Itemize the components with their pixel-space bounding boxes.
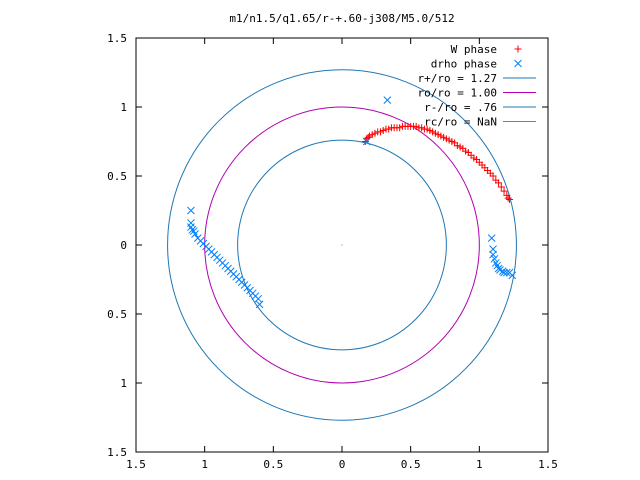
drho-phase-point <box>500 268 508 277</box>
drho-phase-point <box>502 268 511 277</box>
legend-label: W phase <box>451 43 497 56</box>
drho-phase-point <box>489 245 497 253</box>
w-phase-points <box>361 122 514 203</box>
legend-marker <box>514 45 522 53</box>
origin-dot <box>341 244 343 246</box>
w-phase-point <box>504 194 512 202</box>
w-phase-point <box>497 183 505 191</box>
x-tick-label: 1 <box>476 458 483 471</box>
circle-r- <box>237 139 447 351</box>
legend-label: drho phase <box>431 58 497 71</box>
drho-phase-point <box>487 234 496 242</box>
y-tick-label: 1 <box>120 377 127 390</box>
legend-label: r+/ro = 1.27 <box>418 72 497 85</box>
legend-label: rc/ro = NaN <box>424 116 497 129</box>
w-phase-point <box>495 179 503 187</box>
drho-phase-point <box>191 230 199 238</box>
y-tick-label: 0.5 <box>107 170 127 183</box>
drho-phase-point <box>362 137 371 146</box>
x-tick-label: 1.5 <box>538 458 558 471</box>
drho-phase-point <box>508 271 517 280</box>
y-tick-label: 0.5 <box>107 308 127 321</box>
drho-phase-point <box>490 254 499 263</box>
drho-phase-point <box>254 294 263 303</box>
legend-label: r-/ro = .76 <box>424 101 497 114</box>
drho-phase-point <box>255 300 264 309</box>
circle-r- <box>167 69 517 421</box>
x-tick-label: 1.5 <box>126 458 146 471</box>
drho-phase-point <box>187 223 195 231</box>
legend-marker <box>514 59 522 68</box>
y-tick-label: 1 <box>120 101 127 114</box>
axis-ticks: 1.5 1 0.5 0 0.5 1 1.51.510.500.511.5 <box>107 32 558 471</box>
x-tick-label: 0.5 <box>263 458 283 471</box>
x-tick-label: 0 <box>339 458 346 471</box>
y-tick-label: 0 <box>120 239 127 252</box>
legend-label: ro/ro = 1.00 <box>418 87 497 100</box>
drho-phase-point <box>489 250 497 259</box>
drho-phase-point <box>187 206 195 215</box>
w-phase-point <box>489 172 497 180</box>
chart-title: m1/n1.5/q1.65/r-+.60-j308/M5.0/512 <box>229 12 454 25</box>
w-phase-point <box>506 195 514 203</box>
marker-series <box>187 96 517 309</box>
drho-phase-points <box>187 96 517 309</box>
y-tick-label: 1.5 <box>107 32 127 45</box>
drho-phase-point <box>187 219 195 227</box>
x-tick-label: 0.5 <box>401 458 421 471</box>
x-tick-label: 1 <box>201 458 208 471</box>
w-phase-point <box>500 187 508 195</box>
y-tick-label: 1.5 <box>107 446 127 459</box>
drho-phase-point <box>383 96 392 104</box>
